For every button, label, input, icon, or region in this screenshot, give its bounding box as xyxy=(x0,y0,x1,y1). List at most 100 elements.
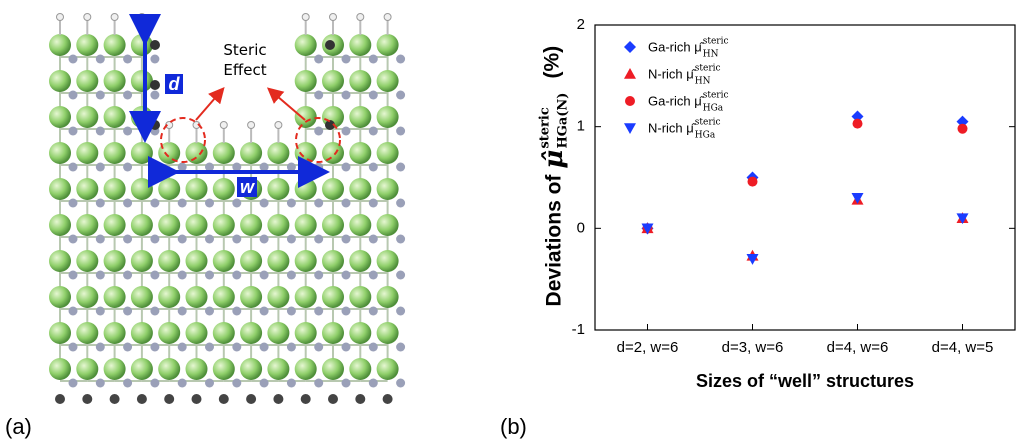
ga-atom xyxy=(240,214,263,236)
h-atom xyxy=(219,121,228,129)
ga-atom xyxy=(267,322,290,344)
x-tick-label: d=3, w=6 xyxy=(722,339,784,356)
n-atom xyxy=(259,306,269,316)
n-atom xyxy=(259,270,269,280)
ga-atom xyxy=(294,106,317,128)
n-atom xyxy=(95,270,105,280)
ga-atom xyxy=(349,178,372,200)
n-atom xyxy=(396,342,406,352)
n-atom xyxy=(95,234,105,244)
n-atom xyxy=(68,306,78,316)
n-atom xyxy=(123,270,133,280)
legend-superscript: steric xyxy=(703,37,729,47)
n-atom xyxy=(95,90,105,100)
bottom-atom xyxy=(164,394,175,404)
ga-atom xyxy=(212,286,235,308)
d-label: d xyxy=(169,74,181,94)
n-atom xyxy=(341,234,351,244)
y-axis-label-part: Deviations of xyxy=(543,174,566,307)
n-atom xyxy=(368,342,378,352)
ga-atom xyxy=(130,34,153,56)
n-atom xyxy=(368,162,378,172)
bottom-atom xyxy=(218,394,229,404)
ga-atom xyxy=(294,34,317,56)
ga-atom xyxy=(349,322,372,344)
n-atom xyxy=(205,378,214,388)
y-tick-label: 0 xyxy=(577,219,585,236)
steric-circle xyxy=(295,117,341,163)
n-atom xyxy=(68,198,78,208)
ga-atom xyxy=(103,322,126,344)
n-atom xyxy=(150,342,160,352)
ga-atom xyxy=(212,358,235,380)
bottom-atom xyxy=(109,394,120,404)
h-atom xyxy=(83,13,92,21)
ga-atom xyxy=(267,250,290,272)
n-atom xyxy=(368,234,378,244)
ga-atom xyxy=(185,358,208,380)
ga-atom xyxy=(240,250,263,272)
ga-atom xyxy=(185,178,208,200)
n-atom xyxy=(232,342,242,352)
n-atom xyxy=(177,306,187,316)
edge-atom xyxy=(150,40,160,50)
ga-atom xyxy=(185,250,208,272)
n-atom xyxy=(232,198,242,208)
ga-atom xyxy=(76,358,99,380)
ga-atom xyxy=(158,214,181,236)
ga-atom xyxy=(103,70,126,92)
n-atom xyxy=(396,126,406,136)
n-atom xyxy=(150,90,160,100)
ga-atom xyxy=(212,214,235,236)
n-atom xyxy=(396,306,406,316)
ga-atom xyxy=(322,358,344,380)
ga-atom xyxy=(376,178,399,200)
ga-atom xyxy=(349,358,372,380)
ga-atom xyxy=(158,286,181,308)
n-atom xyxy=(68,126,78,136)
ga-atom xyxy=(130,322,153,344)
n-atom xyxy=(68,378,78,388)
n-atom xyxy=(314,198,324,208)
n-atom xyxy=(368,198,378,208)
ga-atom xyxy=(294,70,317,92)
ga-atom xyxy=(130,70,153,92)
n-atom xyxy=(232,378,242,388)
legend-marker xyxy=(624,41,636,53)
ga-atom xyxy=(376,286,399,308)
n-atom xyxy=(314,54,324,64)
n-atom xyxy=(177,342,187,352)
ga-atom xyxy=(158,322,181,344)
ga-atom xyxy=(267,178,290,200)
ga-atom xyxy=(76,142,99,164)
h-atom xyxy=(356,13,365,21)
ga-atom xyxy=(103,142,126,164)
n-atom xyxy=(205,234,214,244)
y-axis-label-part: steric xyxy=(538,107,553,148)
n-atom xyxy=(232,306,242,316)
x-tick-label: d=2, w=6 xyxy=(617,339,679,356)
steric-arrow xyxy=(266,87,306,121)
w-label: w xyxy=(240,177,255,197)
legend-label: N-rich μ̂ xyxy=(648,120,697,135)
n-atom xyxy=(68,90,78,100)
ga-atom xyxy=(49,34,71,56)
legend-subscript: HGa xyxy=(695,131,716,141)
n-atom xyxy=(341,270,351,280)
ga-atom xyxy=(294,178,317,200)
ga-atom xyxy=(349,34,372,56)
ga-atom xyxy=(376,70,399,92)
h-atom xyxy=(274,121,283,129)
y-tick-label: 2 xyxy=(577,16,585,33)
n-atom xyxy=(68,234,78,244)
n-atom xyxy=(396,54,406,64)
bottom-atom xyxy=(82,394,93,404)
n-atom xyxy=(286,306,296,316)
n-atom xyxy=(396,162,406,172)
n-atom xyxy=(123,162,133,172)
h-atom xyxy=(247,121,256,129)
ga-atom xyxy=(322,250,344,272)
ga-atom xyxy=(76,250,99,272)
n-atom xyxy=(259,378,269,388)
n-atom xyxy=(95,54,105,64)
